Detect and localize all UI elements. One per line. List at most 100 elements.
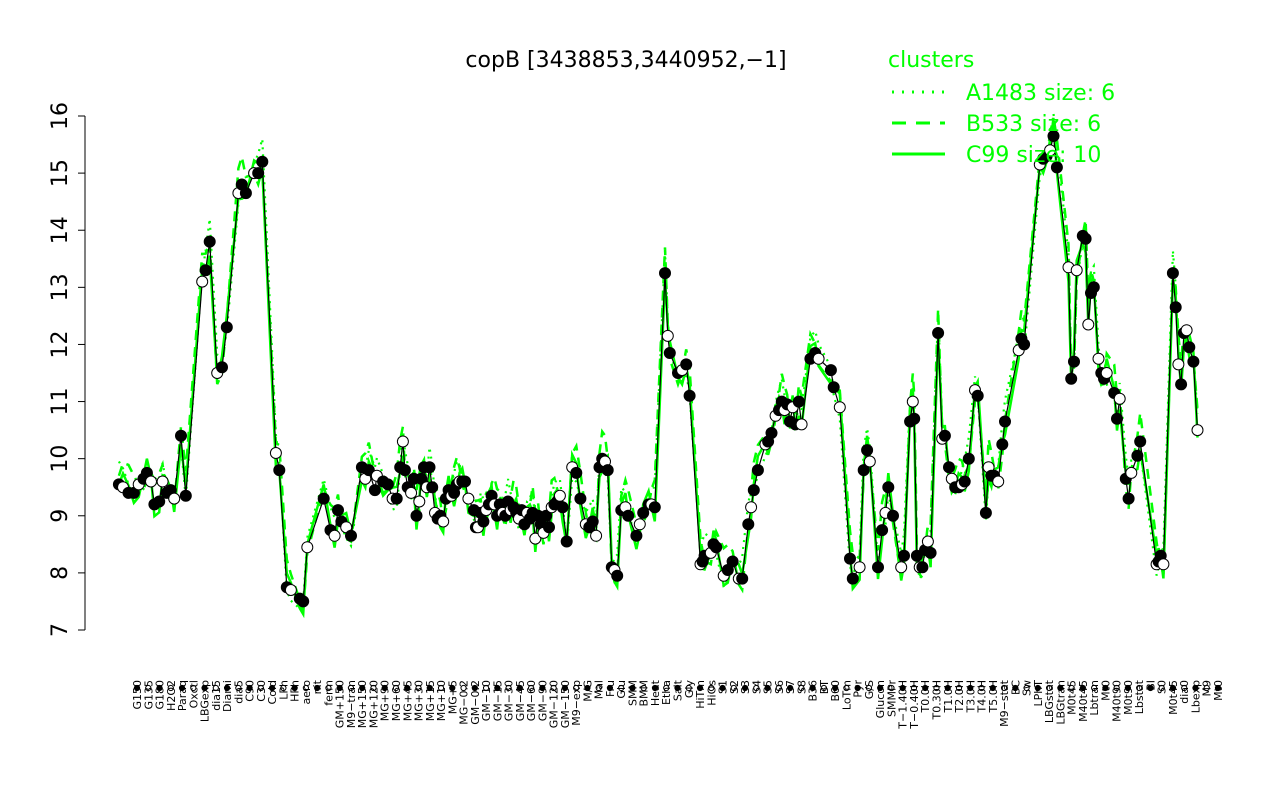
data-point [861,444,874,457]
data-point [736,572,749,585]
data-point [1183,341,1196,354]
data-point [938,429,951,442]
x-tick-label: M0t45 [1167,680,1180,715]
data-point [1044,144,1057,157]
data-point [765,427,778,439]
cluster-line-b533 [117,117,1199,614]
x-rug-mark [865,684,873,692]
data-point [540,509,553,522]
x-rug-mark [651,684,659,692]
x-rug-mark [832,684,839,692]
data-point [663,347,676,359]
data-point [553,489,566,502]
x-tick-label: MG−0.2 [458,680,471,725]
x-tick-label: S0 [1156,680,1169,694]
data-point [405,486,418,499]
x-tick-label: Pyr [852,680,865,698]
data-point [943,461,955,474]
data-point [168,492,181,505]
series-path [118,135,1199,603]
x-tick-label: M0t45 [1066,680,1079,715]
x-tick-label: M9 [1201,680,1214,697]
x-rug-mark [933,684,940,692]
x-rug-mark [595,684,602,692]
x-tick-label: M9−exp [570,680,583,726]
data-point [459,475,471,488]
data-point [239,187,252,200]
x-tick-label: S4 [750,680,763,694]
x-rug-mark [381,684,388,692]
x-rug-mark [1181,684,1188,692]
data-point [898,549,910,562]
x-tick-label: G180 [154,680,167,710]
x-tick-label: Etha [660,680,673,705]
data-point [1169,301,1182,314]
x-tick-label: BT [818,680,831,695]
data-point [999,415,1011,428]
legend-title: clusters [888,48,974,73]
x-rug-mark [820,684,827,692]
data-point [1100,367,1113,379]
data-point [175,429,187,442]
x-rug-mark [347,684,355,692]
data-point [661,329,674,342]
data-point [284,584,297,596]
data-point [345,529,357,542]
data-point [1166,267,1179,280]
legend-label: B533 size: 6 [966,112,1101,137]
data-point [368,484,381,497]
x-rug-mark [359,684,366,692]
x-rug-mark [190,684,197,692]
data-point [586,515,599,528]
x-rug-mark [167,684,174,692]
x-rug-mark [1012,684,1019,692]
x-tick-label: Sw [1021,680,1034,696]
x-rug-mark [1079,684,1086,692]
x-rug-mark [854,684,861,692]
x-tick-label: GM−120 [548,680,561,728]
x-rug-mark [280,684,287,692]
data-point [390,492,403,505]
data-point [747,484,760,497]
x-rug-mark [257,684,264,692]
x-tick-label: MG+5 [446,680,459,714]
x-rug-mark [325,684,332,692]
data-point [1082,318,1095,331]
y-tick-label: 7 [48,623,73,637]
data-point [413,495,426,508]
x-rug-mark [629,684,636,692]
x-rug-mark [1124,684,1132,692]
x-tick-label: BC [1009,680,1022,695]
data-point [332,504,344,517]
data-point [857,464,870,477]
data-point [751,464,764,477]
x-tick-label: T3.0H [964,680,977,713]
data-point [924,546,937,559]
data-point [529,532,542,545]
data-point [1047,130,1060,142]
data-point [833,401,846,414]
x-rug-mark [843,684,850,692]
x-tick-label: MG+90 [379,680,392,721]
y-tick-label: 13 [48,273,73,301]
data-point [1065,372,1078,385]
x-tick-label: B36 [807,680,820,702]
x-tick-label: M/G [581,680,594,702]
x-tick-label: S5 [762,680,775,694]
x-tick-label: nit [311,679,324,694]
x-tick-label: M9−tran [345,680,358,728]
x-tick-label: GM−0.2 [469,680,482,725]
x-rug-mark [978,684,985,692]
x-tick-label: ferm [322,680,335,706]
x-tick-label: C30 [255,680,268,702]
x-rug-mark [618,684,625,692]
x-rug-mark [877,684,884,692]
x-tick-label: Diami [221,680,234,712]
x-rug-mark [178,684,186,692]
x-rug-mark [1068,684,1075,692]
data-point [1125,466,1138,479]
x-tick-label: Mt0 [1099,680,1112,701]
x-rug-mark [516,684,523,692]
x-tick-label: MG+120 [367,680,380,728]
data-point [906,395,919,408]
